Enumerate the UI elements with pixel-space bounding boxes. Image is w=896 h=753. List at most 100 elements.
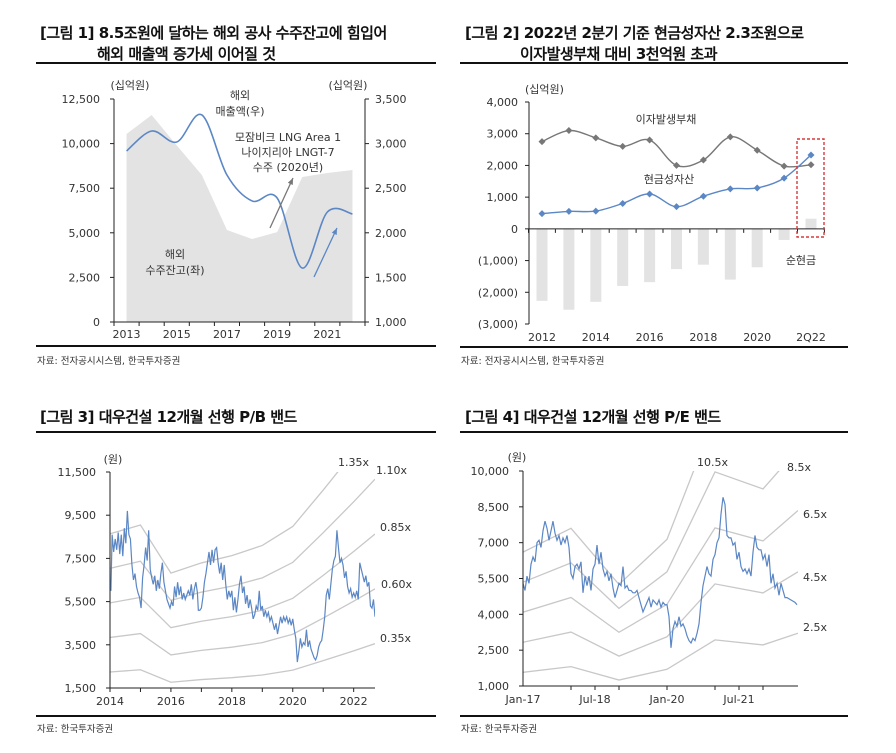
x-tick-label: 2016: [636, 331, 664, 344]
net-cash-bar: [590, 228, 602, 302]
y-tick-label: 3,500: [65, 639, 97, 652]
band-label: 10.5x: [697, 456, 728, 469]
net-cash-bar: [644, 228, 656, 283]
figure-3-top-rule: [36, 431, 436, 433]
debt-marker: [726, 133, 734, 141]
y-tick-label-left: 5,000: [69, 227, 101, 240]
lng-annotation: 수주 (2020년): [253, 161, 323, 174]
price-line: [523, 497, 798, 648]
band-line-6.5x: [523, 510, 798, 634]
y-tick-label: 5,500: [65, 596, 97, 609]
net-cash-bar: [617, 228, 629, 286]
y-tick-label-right: 1,000: [375, 316, 407, 329]
y-tick-label: (2,000): [478, 286, 518, 299]
cash-marker: [619, 199, 627, 207]
figure-2-subtitle: 이자발생부채 대비 3천억원 초과: [520, 45, 718, 63]
figure-1-bottom-rule: [36, 345, 436, 347]
y-unit-left: (십억원): [111, 79, 150, 92]
figure-1-title: [그림 1] 8.5조원에 달하는 해외 공사 수주잔고에 힘입어: [40, 24, 387, 42]
figure-2-source: 자료: 전자공시시스템, 한국투자증권: [461, 356, 605, 367]
debt-marker: [646, 136, 654, 144]
band-line-1.35x: [110, 472, 339, 574]
band-line-0.85x: [110, 533, 375, 629]
y-tick-label: 4,000: [478, 608, 510, 621]
cash-marker: [753, 184, 761, 192]
debt-line: [541, 129, 812, 168]
debt-marker: [673, 161, 680, 169]
band-label: 0.35x: [380, 632, 411, 645]
figure-3-title: [그림 3] 대우건설 12개월 선행 P/B 밴드: [40, 408, 297, 426]
cash-marker: [807, 151, 815, 159]
net-cash-bar: [724, 228, 736, 280]
net-cash-series-label: 순현금: [786, 254, 816, 267]
cash-marker: [646, 190, 654, 198]
figure-4-bottom-rule: [460, 715, 848, 717]
y-tick-label: 4,000: [487, 96, 519, 109]
x-tick-label: 2013: [113, 328, 141, 341]
net-cash-bar: [805, 218, 817, 229]
x-tick-label: Jul-18: [578, 693, 610, 706]
lng-annotation: 모잠비크 LNG Area 1: [235, 131, 341, 144]
y-tick-label-left: 2,500: [69, 271, 101, 284]
y-tick-label: (1,000): [478, 255, 518, 268]
y-unit-right: (십억원): [329, 79, 368, 92]
y-tick-label: 3,000: [487, 128, 519, 141]
figure-2-top-rule: [460, 62, 848, 64]
band-line-8.5x: [523, 471, 780, 610]
sales-series-label: 매출액(우): [215, 105, 264, 118]
sales-series-label: 해외: [230, 88, 250, 102]
x-tick-label: 2018: [218, 695, 246, 708]
y-tick-label: 1,000: [487, 191, 519, 204]
x-tick-label: 2020: [279, 695, 307, 708]
cash-line: [541, 154, 812, 215]
y-tick-label: 1,500: [65, 682, 97, 695]
band-label: 1.10x: [376, 464, 407, 477]
figure-1-source: 자료: 전자공시시스템, 한국투자증권: [37, 356, 181, 367]
band-line-0.60x: [110, 588, 375, 656]
net-cash-bar: [697, 228, 709, 265]
figure-3-source: 자료: 한국투자증권: [37, 724, 114, 735]
cash-marker: [673, 203, 680, 211]
debt-series-label: 이자발생부채: [636, 113, 697, 126]
net-cash-bar: [778, 228, 790, 240]
y-tick-label: 9,500: [65, 509, 97, 522]
x-tick-label: 2014: [582, 331, 610, 344]
y-tick-label: (3,000): [478, 318, 518, 331]
x-tick-label: Jul-21: [722, 693, 754, 706]
net-cash-bar: [671, 228, 682, 270]
y-tick-label-right: 3,500: [375, 93, 407, 106]
backlog-area: [126, 115, 353, 322]
debt-marker: [592, 134, 600, 142]
x-tick-label: 2021: [313, 328, 341, 341]
band-label: 4.5x: [803, 571, 827, 584]
x-tick-label: 2020: [743, 331, 771, 344]
y-tick-label-left: 10,000: [62, 138, 101, 151]
y-tick-label-right: 2,000: [375, 227, 407, 240]
net-cash-bar: [563, 228, 575, 310]
x-tick-label: 2014: [96, 695, 124, 708]
y-tick-label: 11,500: [58, 466, 97, 479]
figure-4-title: [그림 4] 대우건설 12개월 선행 P/E 밴드: [465, 408, 721, 426]
y-tick-label: 8,500: [478, 501, 510, 514]
highlight-box: [796, 138, 825, 238]
backlog-series-label: 수주잔고(좌): [145, 264, 204, 277]
overseas-sales-line: [126, 113, 353, 269]
x-tick-label: 2Q22: [796, 331, 826, 344]
cash-marker: [538, 210, 546, 218]
y-tick-label: 5,500: [478, 573, 510, 586]
annotation-arrow-icon: [269, 177, 294, 229]
band-label: 6.5x: [803, 508, 827, 521]
net-cash-bar: [751, 228, 763, 268]
debt-marker: [538, 138, 546, 146]
x-tick-label: 2018: [689, 331, 717, 344]
figure-3-bottom-rule: [36, 715, 436, 717]
y-tick-label: 7,500: [65, 552, 97, 565]
y-unit: (원): [104, 453, 123, 466]
cash-marker: [780, 174, 788, 182]
band-label: 0.85x: [380, 521, 411, 534]
figure-1-top-rule: [36, 62, 436, 64]
y-tick-label-right: 3,000: [375, 138, 407, 151]
x-tick-label: 2022: [340, 695, 368, 708]
